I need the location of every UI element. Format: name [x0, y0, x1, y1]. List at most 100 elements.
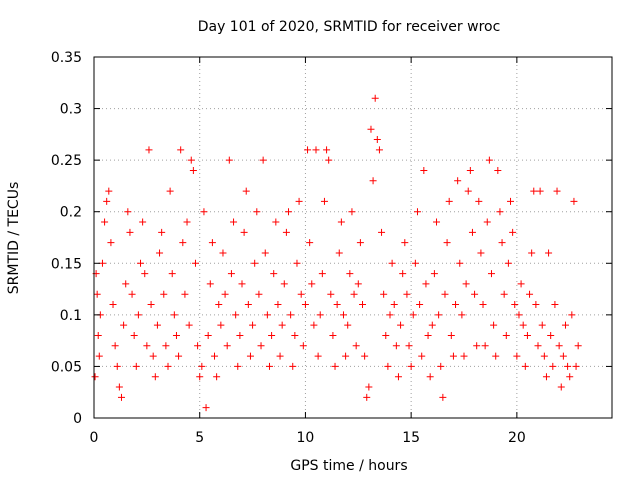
data-point	[282, 228, 290, 236]
data-point	[183, 218, 191, 226]
data-point	[194, 342, 202, 350]
data-point	[285, 208, 293, 216]
data-point	[238, 280, 246, 288]
data-point	[255, 290, 263, 298]
data-point	[363, 393, 371, 401]
data-point	[411, 259, 419, 267]
data-point	[371, 94, 379, 102]
data-point	[397, 321, 405, 329]
data-point	[409, 311, 417, 319]
data-point	[458, 311, 466, 319]
data-point	[380, 290, 388, 298]
data-point	[481, 342, 489, 350]
data-point	[208, 239, 216, 247]
data-point	[496, 208, 504, 216]
data-point	[483, 218, 491, 226]
data-point	[490, 321, 498, 329]
data-point	[94, 331, 102, 339]
data-point	[528, 249, 536, 257]
data-point	[561, 321, 569, 329]
data-point	[287, 311, 295, 319]
data-point	[388, 259, 396, 267]
data-point	[359, 301, 367, 309]
data-point	[545, 249, 553, 257]
data-point	[261, 249, 269, 257]
data-point	[568, 311, 576, 319]
data-point	[219, 249, 227, 257]
data-point	[107, 239, 115, 247]
data-point	[246, 352, 254, 360]
data-point	[487, 270, 495, 278]
data-point	[439, 393, 447, 401]
data-point	[221, 290, 229, 298]
data-point	[166, 187, 174, 195]
data-point	[369, 177, 377, 185]
data-point	[460, 352, 468, 360]
data-point	[392, 342, 400, 350]
data-point	[329, 331, 337, 339]
data-point	[257, 342, 265, 350]
data-point	[160, 290, 168, 298]
data-point	[325, 156, 333, 164]
data-point	[344, 321, 352, 329]
data-point	[386, 311, 394, 319]
data-point	[211, 352, 219, 360]
data-point	[452, 301, 460, 309]
data-point	[251, 259, 259, 267]
data-point	[172, 331, 180, 339]
data-point	[259, 156, 267, 164]
data-point	[291, 331, 299, 339]
data-point	[327, 290, 335, 298]
data-point	[124, 208, 132, 216]
y-tick-label: 0.3	[60, 102, 82, 118]
data-point	[422, 280, 430, 288]
data-point	[348, 208, 356, 216]
data-point	[158, 228, 166, 236]
data-point	[170, 311, 178, 319]
data-point	[538, 321, 546, 329]
data-point	[418, 352, 426, 360]
data-point	[323, 146, 331, 154]
data-point	[502, 331, 510, 339]
data-point	[437, 362, 445, 370]
data-point	[91, 373, 99, 381]
data-point	[274, 301, 282, 309]
x-tick-label: 20	[508, 430, 526, 446]
data-point	[540, 352, 548, 360]
data-point	[424, 331, 432, 339]
data-point	[141, 270, 149, 278]
data-point	[122, 280, 130, 288]
data-point	[378, 228, 386, 236]
data-point	[542, 373, 550, 381]
data-point	[572, 362, 580, 370]
data-point	[475, 197, 483, 205]
data-point	[466, 166, 474, 174]
data-point	[433, 218, 441, 226]
data-point	[206, 280, 214, 288]
x-tick-label: 5	[195, 430, 204, 446]
data-point	[352, 342, 360, 350]
data-point	[98, 259, 106, 267]
data-point	[299, 342, 307, 350]
data-point	[394, 373, 402, 381]
chart-title: Day 101 of 2020, SRMTID for receiver wro…	[198, 19, 501, 35]
y-tick-label: 0.2	[60, 205, 82, 221]
data-point	[530, 187, 538, 195]
y-axis-label: SRMTID / TECUs	[6, 182, 22, 295]
data-point	[185, 321, 193, 329]
data-point	[270, 270, 278, 278]
data-point	[126, 228, 134, 236]
data-point	[289, 362, 297, 370]
data-point	[265, 362, 273, 370]
data-point	[168, 270, 176, 278]
data-point	[249, 321, 257, 329]
data-point	[134, 311, 142, 319]
data-point	[151, 373, 159, 381]
data-point	[454, 177, 462, 185]
data-point	[405, 342, 413, 350]
data-point	[175, 352, 183, 360]
data-point	[574, 342, 582, 350]
data-point	[200, 208, 208, 216]
data-point	[464, 187, 472, 195]
data-point	[308, 280, 316, 288]
